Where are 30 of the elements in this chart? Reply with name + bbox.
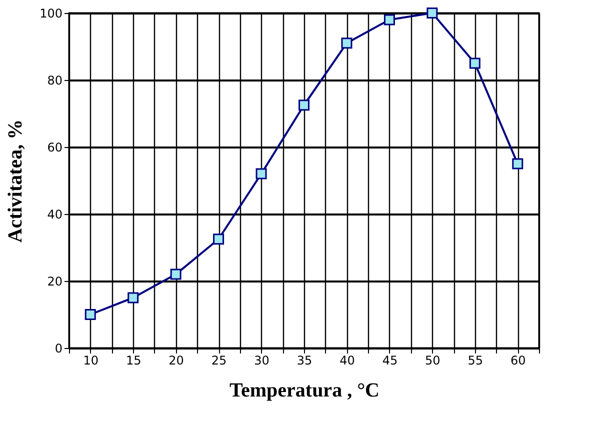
x-tick-label: 35 <box>296 354 312 368</box>
x-tick-label: 30 <box>254 354 270 368</box>
point <box>128 292 139 304</box>
point <box>170 268 182 280</box>
y-tick-label: 80 <box>47 74 62 88</box>
x-tick-label: 55 <box>468 354 484 368</box>
point <box>426 8 438 18</box>
point <box>512 158 524 170</box>
point <box>256 168 267 180</box>
x-axis-title: Temperatura , °C <box>229 380 380 402</box>
y-tick-label: 60 <box>47 140 62 154</box>
y-tick-label: 100 <box>40 6 62 20</box>
point <box>384 14 395 26</box>
x-tick-label: 15 <box>126 354 142 368</box>
x-tick-label: 40 <box>340 354 355 368</box>
point <box>213 234 224 245</box>
point <box>469 58 480 69</box>
x-tick-label: 20 <box>168 354 184 368</box>
x-tick-label: 45 <box>382 354 398 368</box>
y-axis-title: Activitatea, % <box>4 119 27 243</box>
x-tick-label: 50 <box>425 354 440 368</box>
y-tick-label: 0 <box>54 342 62 356</box>
point <box>341 38 352 49</box>
x-tick-label: 10 <box>83 354 99 368</box>
x-tick-label: 25 <box>211 354 227 368</box>
x-tick-label: 60 <box>510 354 526 368</box>
point <box>84 309 96 320</box>
point <box>298 100 310 111</box>
y-tick-label: 40 <box>47 208 62 222</box>
y-tick-label: 20 <box>47 274 62 288</box>
